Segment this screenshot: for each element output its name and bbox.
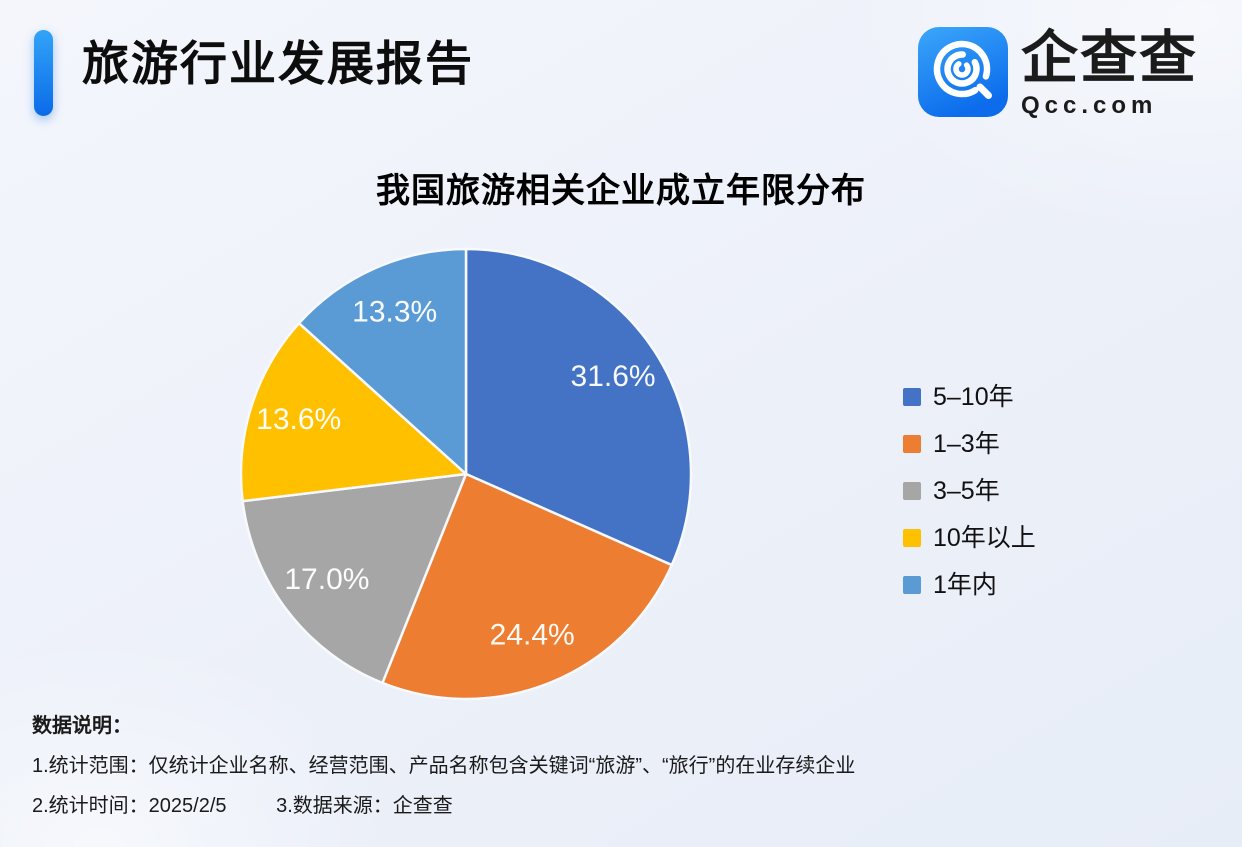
brand-logo: 企查查 Qcc.com <box>918 27 1198 120</box>
legend-swatch <box>903 482 921 500</box>
pie-slice-1 <box>464 247 693 567</box>
pie-slice-4 <box>239 321 468 503</box>
pie-slice-label: 13.3% <box>352 296 437 329</box>
pie-slice-2 <box>381 472 673 701</box>
pie-slice-label: 17.0% <box>284 563 369 596</box>
legend-label: 5–10年 <box>933 383 1014 411</box>
qcc-magnifier-icon <box>918 27 1008 117</box>
legend-swatch <box>903 435 921 453</box>
brand-name: 企查查 <box>1021 26 1198 90</box>
note-stat-time: 2.统计时间：2025/2/5 <box>32 795 227 817</box>
notes-heading: 数据说明： <box>32 715 132 737</box>
chart-legend: 5–10年 1–3年 3–5年 10年以上 1年内 <box>903 383 1036 618</box>
pie-slice-5 <box>297 247 468 476</box>
legend-label: 1年内 <box>933 571 997 599</box>
legend-label: 1–3年 <box>933 430 1000 458</box>
legend-label: 10年以上 <box>933 524 1036 552</box>
pie-slice-label: 24.4% <box>490 618 575 651</box>
chart-title: 我国旅游相关企业成立年限分布 <box>376 172 866 210</box>
legend-item: 1年内 <box>903 571 1036 599</box>
brand-text: 企查查 Qcc.com <box>1021 27 1198 120</box>
legend-item: 3–5年 <box>903 477 1036 505</box>
pie-slice-label: 31.6% <box>571 360 656 393</box>
legend-item: 1–3年 <box>903 430 1036 458</box>
legend-swatch <box>903 529 921 547</box>
header-accent-bar <box>34 30 53 116</box>
pie-slice-label: 13.6% <box>256 403 341 436</box>
legend-swatch <box>903 388 921 406</box>
note-data-source: 3.数据来源：企查查 <box>276 795 453 817</box>
brand-domain: Qcc.com <box>1021 92 1158 119</box>
pie-chart: 31.6% 24.4% 17.0% 13.6% 13.3% <box>226 234 706 714</box>
note-line-scope: 1.统计范围：仅统计企业名称、经营范围、产品名称包含关键词“旅游”、“旅行”的在… <box>32 755 856 777</box>
note-line-meta: 2.统计时间：2025/2/5 3.数据来源：企查查 <box>32 792 855 820</box>
legend-label: 3–5年 <box>933 477 1000 505</box>
legend-item: 10年以上 <box>903 524 1036 552</box>
data-notes: 数据说明： 1.统计范围：仅统计企业名称、经营范围、产品名称包含关键词“旅游”、… <box>32 712 855 820</box>
legend-item: 5–10年 <box>903 383 1036 411</box>
page-title: 旅游行业发展报告 <box>82 37 474 90</box>
pie-slice-3 <box>241 472 468 685</box>
legend-swatch <box>903 576 921 594</box>
